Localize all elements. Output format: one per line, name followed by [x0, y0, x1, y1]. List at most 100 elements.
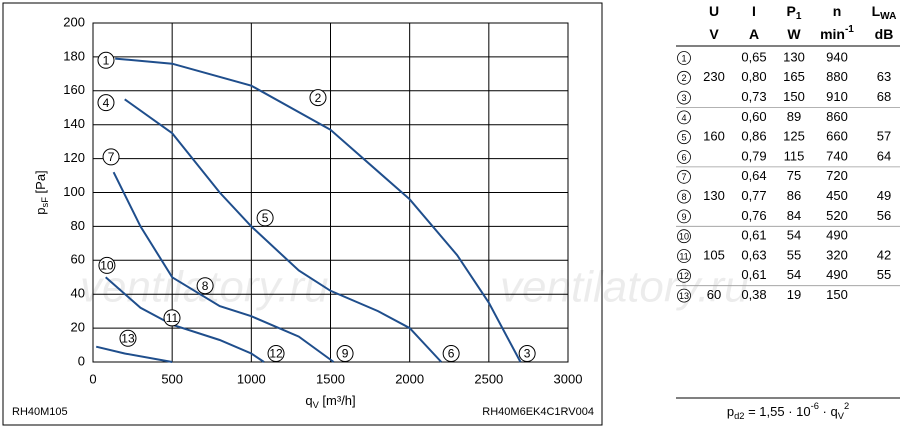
point-label: 1 — [103, 53, 110, 67]
table-cell: 130 — [783, 49, 805, 64]
formula: pd2 = 1,55 · 10-6 · qV2 — [727, 401, 849, 421]
column-symbol-part: U — [709, 3, 719, 19]
x-tick-label: 3000 — [554, 371, 583, 386]
y-tick-label: 40 — [71, 286, 85, 301]
table-cell: 0,61 — [741, 267, 766, 282]
point-label-circle — [196, 277, 214, 295]
row-circle — [677, 150, 691, 164]
table-cell: 165 — [783, 69, 805, 84]
x-axis-label: qV [m³/h] — [305, 393, 355, 410]
table-cell: 520 — [826, 208, 848, 223]
x-tick-label: 0 — [89, 371, 96, 386]
table-cell: 490 — [826, 267, 848, 282]
table-cell: 0,79 — [741, 148, 766, 163]
table-cell: 740 — [826, 148, 848, 163]
row-circle — [677, 268, 691, 283]
column-unit: W — [787, 26, 801, 42]
row-circle — [677, 169, 691, 184]
column-symbol-part: 1 — [796, 11, 802, 22]
point-label-circle — [97, 51, 115, 69]
point-label: 3 — [524, 347, 531, 361]
table-cell: 54 — [787, 267, 801, 282]
table-cell: 230 — [703, 69, 725, 84]
row-label: 9 — [681, 212, 686, 222]
column-unit: dB — [875, 26, 894, 42]
column-unit-part: W — [787, 26, 801, 42]
row-circle — [677, 249, 691, 263]
row-label: 12 — [679, 271, 689, 281]
x-tick-label: 500 — [161, 371, 183, 386]
curve — [112, 171, 335, 363]
y-tick-label: 100 — [63, 184, 85, 199]
table-cell: 55 — [877, 267, 891, 282]
y-tick-label: 80 — [71, 218, 85, 233]
x-tick-label: 1000 — [237, 371, 266, 386]
point-label-circle — [518, 345, 536, 363]
table-cell: 56 — [877, 208, 891, 223]
curve — [124, 98, 443, 363]
table-cell: 490 — [826, 228, 848, 243]
point-label: 7 — [108, 150, 115, 164]
y-tick-label: 140 — [63, 116, 85, 131]
footer-left: RH40M105 — [12, 406, 68, 418]
table-cell: 660 — [826, 129, 848, 144]
row-label: 5 — [681, 133, 686, 143]
x-axis-label-part: V — [313, 400, 320, 410]
point-label-circle — [163, 309, 181, 327]
point-label: 9 — [342, 347, 349, 361]
formula-part: · q — [819, 404, 838, 419]
row-circle — [677, 51, 691, 65]
point-label-circle — [336, 345, 354, 363]
y-tick-label: 20 — [71, 320, 85, 335]
table-cell: 55 — [787, 247, 801, 262]
y-axis-label-part: sF — [40, 197, 50, 208]
column-symbol: I — [752, 3, 756, 19]
point-label-circle — [267, 345, 285, 363]
point-label-circle — [119, 329, 137, 347]
table-cell: 0,65 — [741, 49, 766, 64]
table-cell: 19 — [787, 287, 801, 302]
curve — [105, 276, 265, 363]
formula-part: = 1,55 · 10 — [744, 404, 810, 419]
column-unit-part: V — [709, 26, 719, 42]
table-cell: 42 — [877, 247, 891, 262]
point-label: 4 — [103, 96, 110, 110]
row-label: 6 — [681, 152, 686, 162]
x-tick-label: 1500 — [316, 371, 345, 386]
table-cell: 115 — [784, 148, 805, 163]
table-cell: 75 — [787, 168, 801, 183]
table-cell: 0,38 — [741, 287, 766, 302]
row-label: 10 — [679, 232, 689, 242]
y-tick-label: 120 — [63, 150, 85, 165]
table-cell: 150 — [826, 287, 848, 302]
point-label: 8 — [202, 279, 209, 293]
row-circle — [677, 90, 691, 105]
column-symbol: U — [709, 3, 719, 19]
column-symbol: P1 — [787, 3, 802, 22]
formula-part: d2 — [734, 411, 744, 421]
column-unit-part: dB — [875, 26, 894, 42]
column-unit-part: A — [749, 26, 759, 42]
y-tick-label: 200 — [63, 14, 85, 29]
row-label: 4 — [681, 113, 686, 123]
point-label: 5 — [262, 211, 269, 225]
table-cell: 150 — [783, 89, 805, 104]
x-axis-label-part: [m³/h] — [319, 393, 356, 408]
table-cell: 60 — [707, 287, 721, 302]
row-circle — [677, 110, 691, 125]
column-unit: V — [709, 26, 719, 42]
row-label: 11 — [679, 251, 688, 261]
point-label: 13 — [121, 331, 135, 345]
table-cell: 105 — [703, 247, 725, 262]
y-axis-label-part: [Pa] — [33, 170, 48, 197]
row-circle — [677, 189, 691, 204]
curve — [95, 345, 173, 363]
table-cell: 49 — [877, 188, 891, 203]
column-symbol-part: n — [833, 3, 842, 19]
point-label-circle — [102, 148, 120, 166]
table-cell: 63 — [877, 69, 891, 84]
table-cell: 0,76 — [741, 208, 766, 223]
table-cell: 0,73 — [741, 89, 766, 104]
table-cell: 720 — [826, 168, 848, 183]
